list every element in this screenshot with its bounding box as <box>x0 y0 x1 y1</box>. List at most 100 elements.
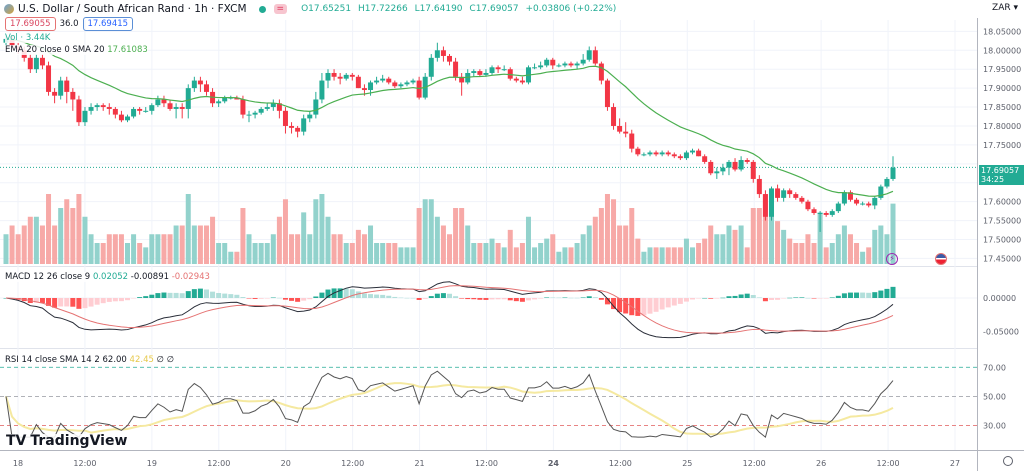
macd-histogram-bar <box>847 292 853 298</box>
chart-header: U.S. Dollar / South African Rand · 1h · … <box>4 3 620 15</box>
time-tick-label: 24 <box>548 459 560 468</box>
volume-bar <box>726 225 732 264</box>
sell-button[interactable]: 17.69055 <box>5 17 56 31</box>
candle-body <box>501 69 507 71</box>
macd-histogram-bar <box>720 297 726 299</box>
buy-button[interactable]: 17.69415 <box>82 17 134 31</box>
candle-body <box>768 188 774 217</box>
candle-body <box>890 167 896 179</box>
candle-body <box>781 190 787 198</box>
volume-bar <box>295 234 301 264</box>
volume-bar <box>841 225 847 264</box>
candle-body <box>544 59 550 66</box>
macd-histogram-bar <box>155 293 161 298</box>
volume-bar <box>775 221 781 264</box>
macd-histogram-bar <box>112 298 118 302</box>
macd-histogram-bar <box>586 296 592 298</box>
volume-bar <box>222 243 228 264</box>
rsi-sma-value: 42.45 <box>129 355 154 365</box>
settings-gear-icon[interactable] <box>1003 456 1013 466</box>
volume-bar <box>343 243 349 264</box>
candle-body <box>82 110 88 123</box>
price-tick-label: 17.90000 <box>983 84 1021 93</box>
volume-bar <box>240 208 246 264</box>
rsi-legend[interactable]: RSI 14 close SMA 14 2 62.00 42.45 ∅ ∅ <box>5 355 175 365</box>
candle-body <box>847 192 853 200</box>
volume-legend[interactable]: Vol · 3.44K <box>5 33 51 43</box>
macd-histogram-bar <box>313 296 319 298</box>
candle-body <box>756 178 762 195</box>
volume-bar <box>264 243 270 264</box>
volume-bar <box>829 243 835 264</box>
volume-bar <box>149 234 155 264</box>
macd-histogram-bar <box>276 297 282 299</box>
macd-histogram-bar <box>750 295 756 298</box>
macd-histogram-bar <box>440 293 446 298</box>
macd-histogram-bar <box>702 297 708 299</box>
candle-body <box>538 65 544 68</box>
price-tick-label: 18.00000 <box>983 46 1021 55</box>
candle-body <box>841 192 847 204</box>
time-tick-label: 21 <box>414 459 424 468</box>
equals-icon[interactable]: = <box>273 4 288 14</box>
volume-bar <box>398 247 404 264</box>
candle-body <box>282 110 288 126</box>
macd-histogram-bar <box>88 298 94 307</box>
price-tick-label: 17.75000 <box>983 141 1021 150</box>
macd-histogram-bar <box>216 293 222 298</box>
high-value: H17.72266 <box>357 4 408 14</box>
volume-bar <box>538 243 544 264</box>
candle-body <box>125 116 131 121</box>
volume-bar <box>519 243 525 264</box>
macd-histogram-bar <box>489 298 495 300</box>
volume-bar <box>410 247 416 264</box>
macd-legend[interactable]: MACD 12 26 close 9 0.02052 -0.00891 -0.0… <box>5 272 210 282</box>
macd-histogram-bar <box>33 298 39 303</box>
currency-selector[interactable]: ZAR ▾ <box>992 3 1018 13</box>
ema-legend[interactable]: EMA 20 close 0 SMA 20 17.61083 <box>5 45 148 55</box>
ema-label: EMA 20 close 0 SMA 20 <box>5 45 105 55</box>
symbol-title[interactable]: U.S. Dollar / South African Rand · 1h · … <box>18 3 247 15</box>
candle-body <box>702 156 708 162</box>
candle-body <box>495 67 501 70</box>
macd-histogram-bar <box>465 298 471 300</box>
volume-bar <box>617 225 623 264</box>
macd-histogram-bar <box>270 297 276 299</box>
volume-bar <box>173 225 179 264</box>
candle-body <box>76 99 82 123</box>
macd-histogram-bar <box>125 298 131 301</box>
macd-histogram-bar <box>349 289 355 298</box>
candle-body <box>185 88 191 109</box>
candle-body <box>52 91 58 96</box>
volume-bar <box>276 216 282 264</box>
trade-buttons: 17.69055 36.0 17.69415 <box>5 17 134 31</box>
rsi-sma-line <box>5 382 894 436</box>
macd-histogram-bar <box>301 298 307 301</box>
candle-body <box>519 80 525 83</box>
candle-body <box>137 108 143 111</box>
macd-histogram-bar <box>307 298 313 300</box>
candle-body <box>604 80 610 108</box>
volume-bar <box>671 247 677 264</box>
candle-body <box>677 156 683 159</box>
tradingview-logo[interactable]: 𝗧𝗩 TradingView <box>6 434 128 449</box>
candle-body <box>471 71 477 73</box>
volume-bar <box>580 234 586 264</box>
candle-body <box>301 118 307 132</box>
volume-bar <box>100 243 106 264</box>
volume-bar <box>513 247 519 264</box>
macd-histogram-bar <box>641 298 647 316</box>
macd-histogram-bar <box>392 296 398 298</box>
price-tick-label: 17.60000 <box>983 198 1021 207</box>
macd-histogram-bar <box>240 297 246 298</box>
volume-bar <box>817 212 823 264</box>
macd-histogram-bar <box>872 292 878 298</box>
us-flag-event-icon[interactable] <box>935 253 947 265</box>
candle-body <box>118 114 124 121</box>
flash-event-icon[interactable]: ⚡ <box>886 253 898 265</box>
macd-line-value: -0.00891 <box>130 272 170 282</box>
macd-histogram-bar <box>100 298 106 304</box>
macd-histogram-bar <box>319 292 325 298</box>
macd-histogram-bar <box>799 297 805 298</box>
